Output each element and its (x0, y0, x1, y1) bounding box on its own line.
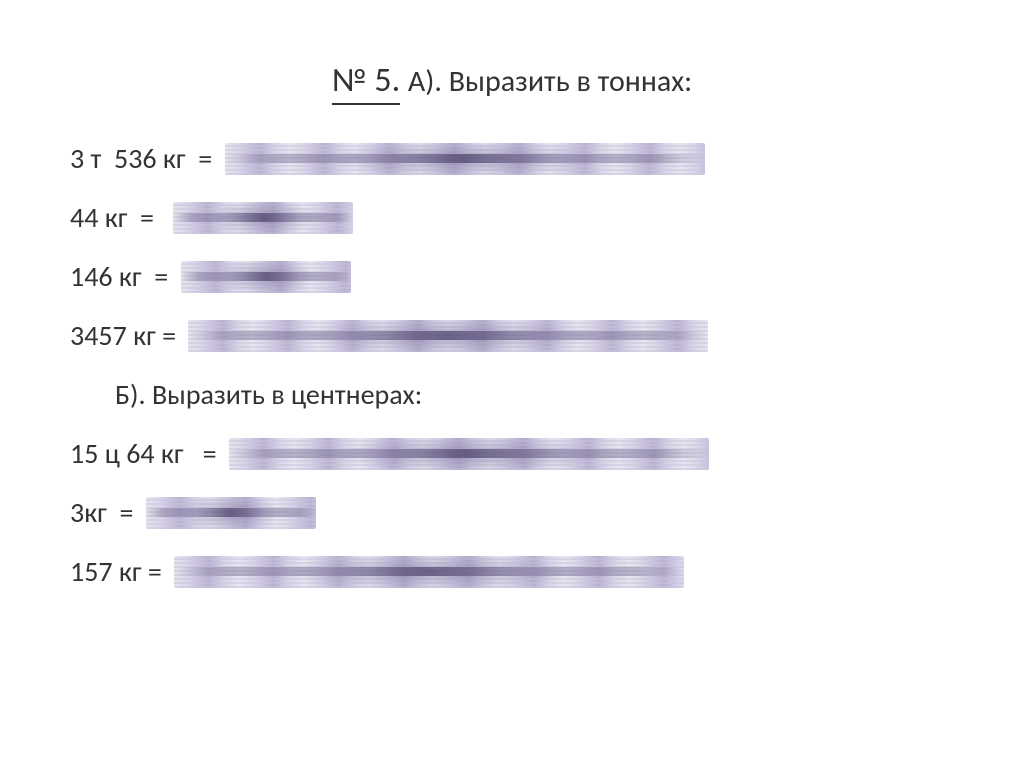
line-b-0: 15 ц 64 кг = (70, 436, 954, 471)
line-a-3: 3457 кг = (70, 318, 954, 353)
line-label: 146 кг = (70, 259, 175, 294)
title-row: № 5. А). Выразить в тоннах: (70, 60, 954, 101)
line-label: 157 кг = (70, 554, 168, 589)
line-label: 3 т 536 кг = (70, 141, 219, 176)
subheading-b: Б). Выразить в центнерах: (70, 377, 954, 412)
censored-answer (229, 438, 709, 470)
censored-answer (225, 143, 705, 175)
censored-answer (173, 202, 353, 234)
line-a-2: 146 кг = (70, 259, 954, 294)
line-label: 3кг = (70, 495, 140, 530)
title-number: № 5. (332, 60, 400, 105)
line-b-1: 3кг = (70, 495, 954, 530)
title-text: А). Выразить в тоннах: (408, 63, 692, 100)
line-a-0: 3 т 536 кг = (70, 141, 954, 176)
content-block: 3 т 536 кг = 44 кг = 146 кг = 3457 кг = … (70, 141, 954, 589)
line-label: 3457 кг = (70, 318, 182, 353)
censored-answer (181, 261, 351, 293)
line-b-2: 157 кг = (70, 554, 954, 589)
line-a-1: 44 кг = (70, 200, 954, 235)
censored-answer (146, 497, 316, 529)
censored-answer (174, 556, 684, 588)
line-label: 44 кг = (70, 200, 167, 235)
line-label: 15 ц 64 кг = (70, 436, 223, 471)
censored-answer (188, 320, 708, 352)
